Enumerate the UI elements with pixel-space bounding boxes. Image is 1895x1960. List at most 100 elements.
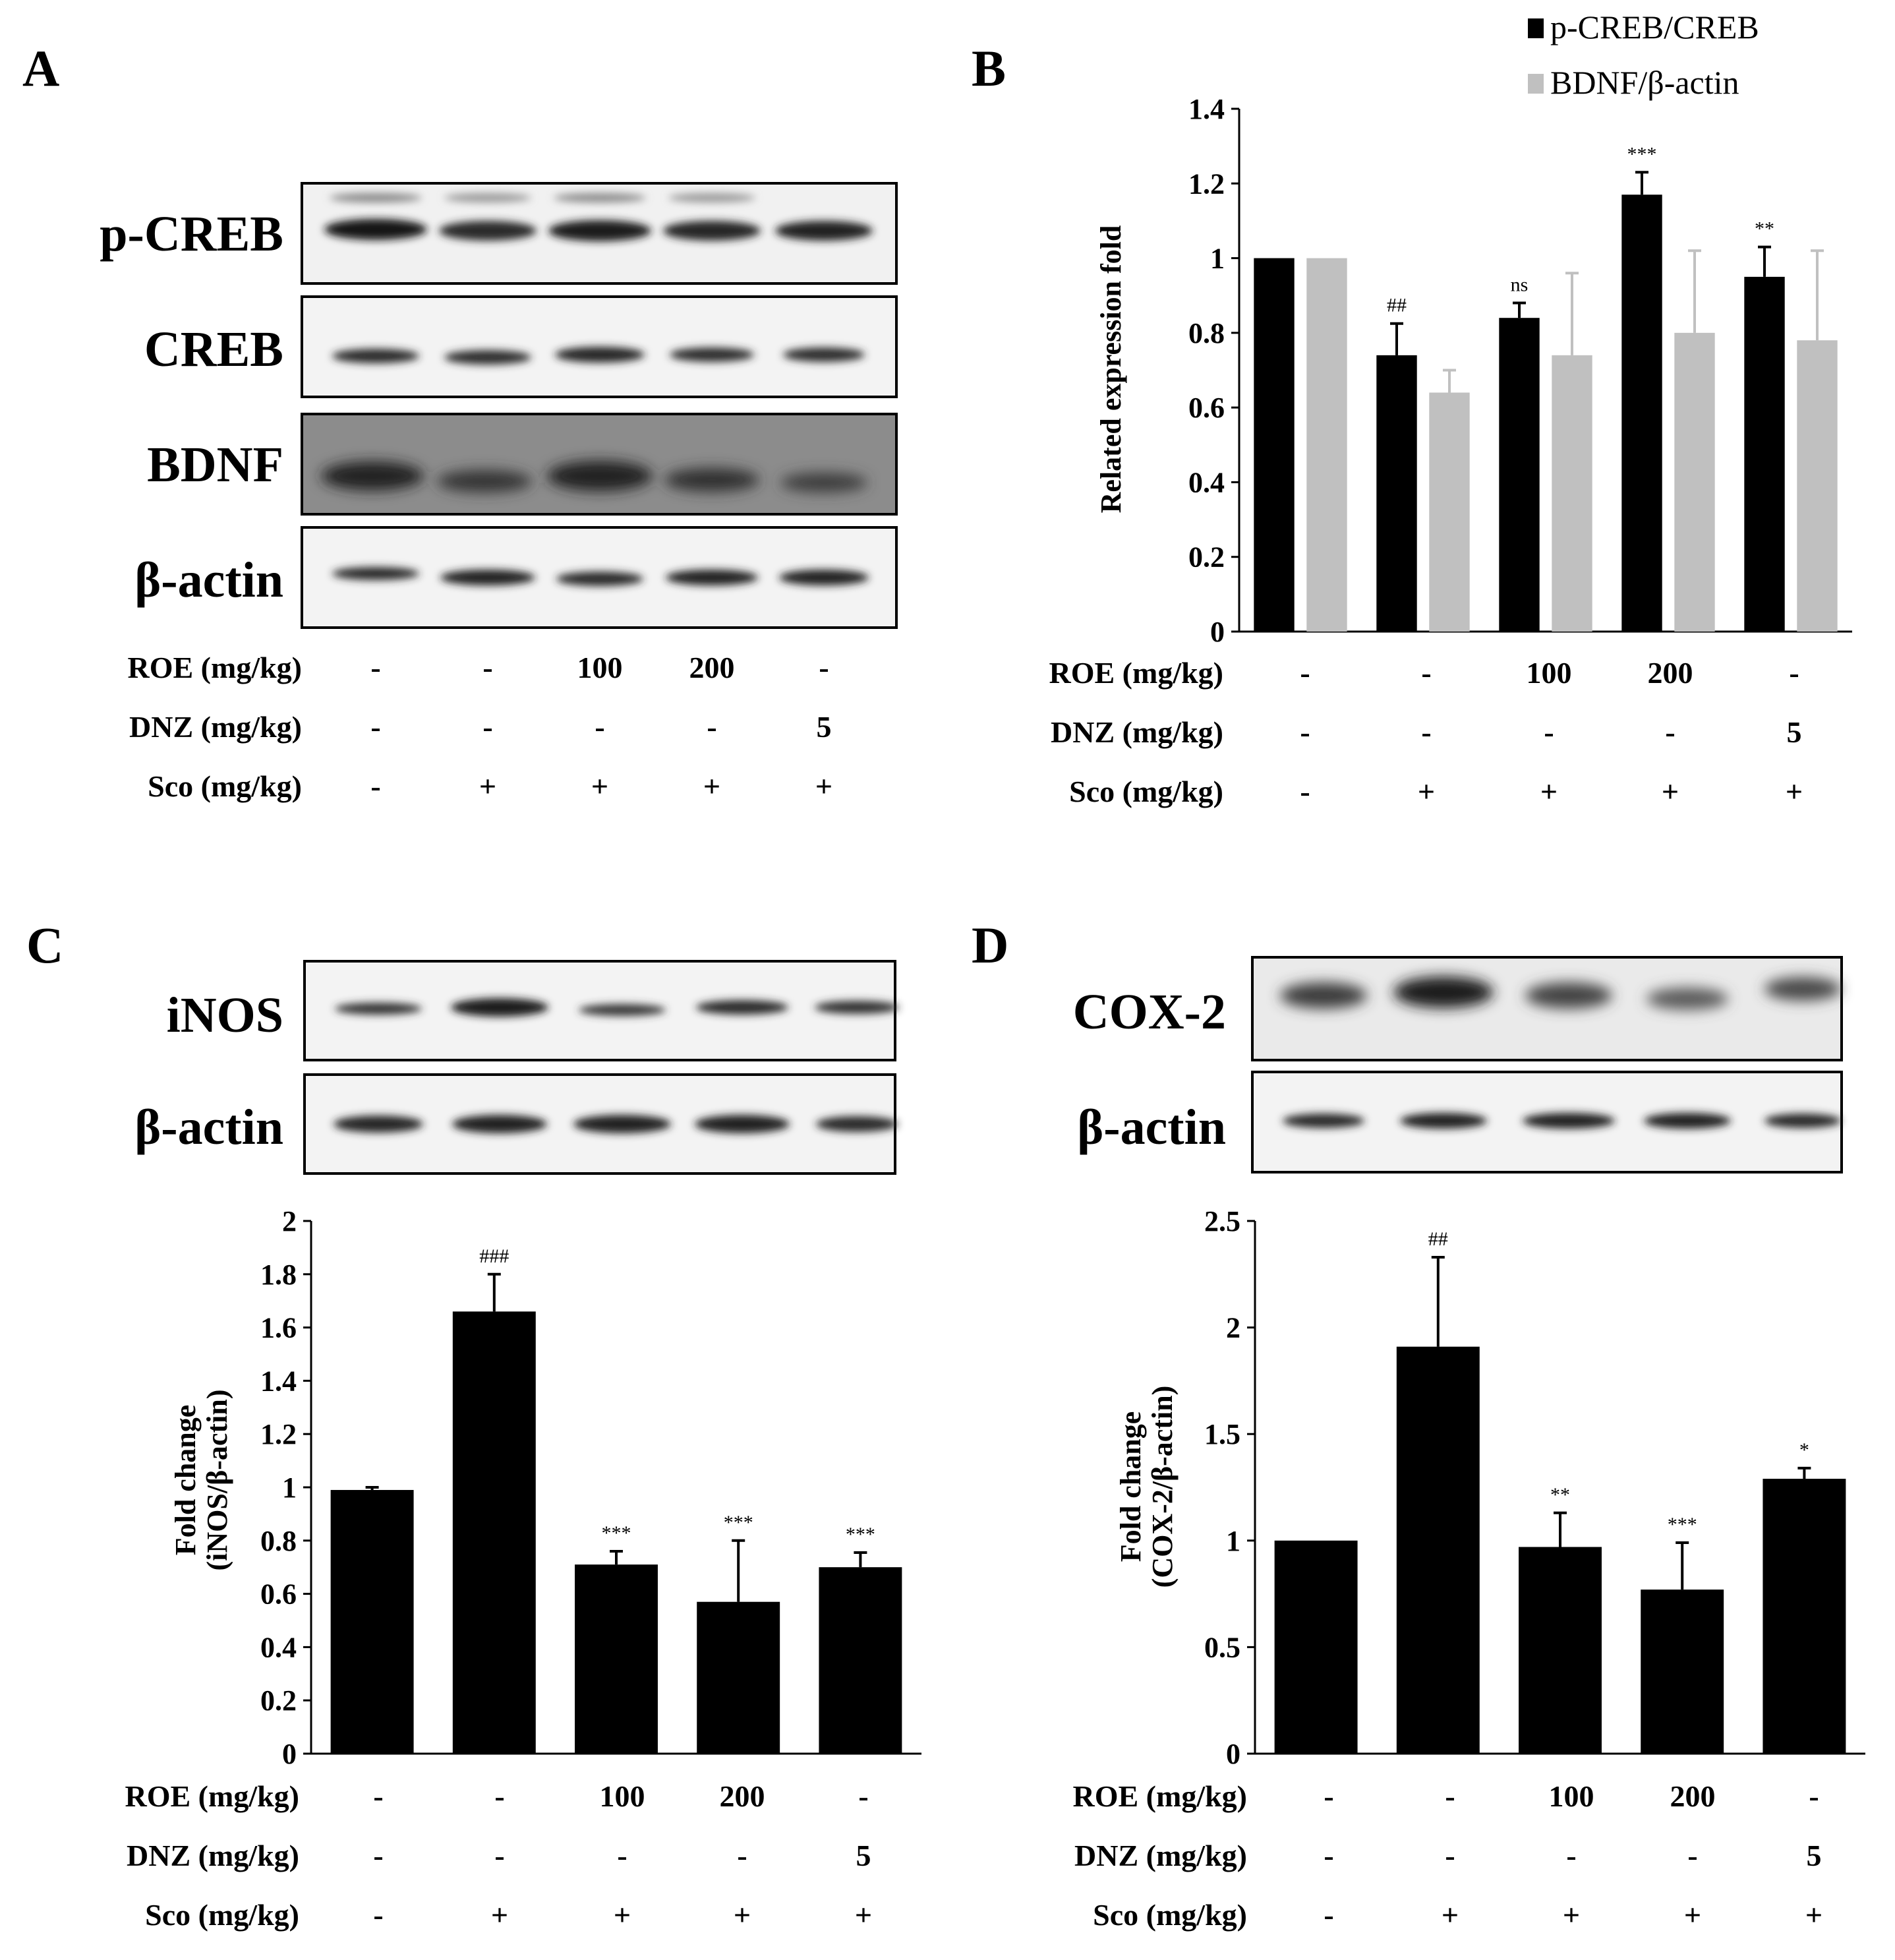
condition-value: - <box>494 1779 504 1813</box>
y-tick-label: 0.2 <box>260 1684 297 1717</box>
condition-value: - <box>1324 1839 1333 1872</box>
blot-bands-bdnf <box>321 461 867 492</box>
panel-letter-b: B <box>972 40 1006 97</box>
y-tick-label: 0 <box>1226 1738 1240 1770</box>
condition-value: 100 <box>577 651 623 684</box>
blot-bands-actin-a <box>332 567 869 586</box>
y-tick-label: 1.6 <box>260 1312 297 1344</box>
blot-label-actin-d: β-actin <box>1077 1100 1226 1155</box>
y-tick-label: 0 <box>282 1738 297 1770</box>
bar <box>1306 258 1347 632</box>
bar <box>1376 355 1417 632</box>
chart-d: 0 0.5 1 1.5 2 2.5 Fold change(COX-2/β-actin) ##… <box>1115 1205 1865 1770</box>
cond-label-dnz-c: DNZ (mg/kg) <box>127 1839 299 1872</box>
bar <box>1797 340 1838 632</box>
y-tick-label: 2 <box>282 1205 297 1237</box>
condition-value: - <box>1665 715 1675 749</box>
condition-value: + <box>491 1898 508 1932</box>
condition-value: 100 <box>600 1779 645 1813</box>
condition-value: 200 <box>1670 1779 1716 1813</box>
condition-value: - <box>1445 1779 1455 1813</box>
condition-value: 5 <box>856 1839 871 1872</box>
panel-d-blots: COX-2 β-actin <box>1073 956 1843 1173</box>
significance-label: ns <box>1511 274 1529 296</box>
y-tick-label: 1 <box>1210 243 1225 275</box>
condition-value: 200 <box>689 651 735 684</box>
condition-value: + <box>614 1898 631 1932</box>
blot-bands-inos <box>335 998 899 1017</box>
condition-value: - <box>1789 656 1799 690</box>
bar <box>452 1311 536 1754</box>
cond-label-dnz-d: DNZ (mg/kg) <box>1074 1839 1247 1872</box>
y-tick-label: 0 <box>1210 616 1225 648</box>
significance-label: ## <box>1387 295 1407 316</box>
bar <box>1744 276 1785 632</box>
bar <box>1641 1589 1724 1754</box>
condition-value: + <box>1786 775 1803 808</box>
y-tick-label: 0.5 <box>1204 1631 1240 1663</box>
condition-value: + <box>815 769 832 803</box>
cond-values-a: - - 100 200 - - - - - 5 - + + + + <box>370 651 832 803</box>
y-axis-title: Fold change(COX-2/β-actin) <box>1115 1386 1179 1588</box>
condition-value: + <box>1662 775 1679 808</box>
condition-value: - <box>1421 715 1431 749</box>
blot-label-actin-a: β-actin <box>134 552 283 608</box>
cond-label-roe-b: ROE (mg/kg) <box>1049 656 1224 690</box>
bar <box>575 1564 658 1754</box>
condition-value: - <box>1566 1839 1576 1872</box>
condition-value: + <box>1805 1898 1822 1932</box>
condition-value: + <box>1418 775 1435 808</box>
condition-value: - <box>370 651 380 684</box>
y-tick-label: 1.8 <box>260 1259 297 1291</box>
blot-bands-actin-d <box>1283 1113 1841 1129</box>
cond-values-c: - - 100 200 - - - - - 5 - + + + + <box>373 1779 872 1932</box>
bar <box>1274 1540 1358 1754</box>
condition-value: + <box>1540 775 1558 808</box>
condition-value: + <box>479 769 496 803</box>
blot-bands-cox2 <box>1280 976 1841 1010</box>
significance-label: ### <box>479 1245 509 1267</box>
cond-label-sco-d: Sco (mg/kg) <box>1093 1898 1247 1932</box>
bar <box>330 1490 414 1754</box>
significance-label: *** <box>602 1522 631 1544</box>
bar <box>1552 355 1592 632</box>
y-tick-label: 0.6 <box>260 1578 297 1611</box>
cond-label-roe-c: ROE (mg/kg) <box>125 1779 300 1813</box>
bar <box>1621 194 1662 632</box>
blot-bands-actin-c <box>334 1115 898 1133</box>
cond-values-b: - - 100 200 - - - - - 5 - + + + + <box>1300 656 1803 808</box>
blot-label-creb: CREB <box>144 322 283 377</box>
legend-label: BDNF/β-actin <box>1550 64 1739 101</box>
condition-value: - <box>1687 1839 1697 1872</box>
condition-value: - <box>370 769 380 803</box>
y-tick-label: 1.5 <box>1204 1418 1240 1450</box>
significance-label: ** <box>1755 218 1774 240</box>
condition-value: + <box>855 1898 872 1932</box>
y-tick-label: 0.8 <box>1188 317 1225 349</box>
y-axis-title: Related expression fold <box>1095 225 1127 514</box>
condition-value: - <box>370 710 380 744</box>
bar <box>1763 1479 1846 1754</box>
panel-letter-a: A <box>22 40 59 97</box>
cond-label-sco-a: Sco (mg/kg) <box>148 769 302 803</box>
y-tick-label: 0.2 <box>1188 541 1225 574</box>
blot-bands-pcreb <box>324 193 873 241</box>
legend-b: p-CREB/CREB BDNF/β-actin <box>1528 9 1759 101</box>
blot-box-creb <box>301 295 898 398</box>
panel-letter-d: D <box>972 916 1008 974</box>
condition-value: 200 <box>720 1779 765 1813</box>
significance-label: *** <box>1627 143 1657 165</box>
y-tick-label: 1 <box>282 1471 297 1504</box>
y-tick-label: 2 <box>1226 1312 1240 1344</box>
condition-value: - <box>1300 775 1310 808</box>
panel-letter-c: C <box>26 916 63 974</box>
cond-label-dnz-b: DNZ (mg/kg) <box>1051 715 1223 749</box>
condition-value: 5 <box>1787 715 1802 749</box>
cond-label-sco-c: Sco (mg/kg) <box>145 1898 299 1932</box>
conditions-b: ROE (mg/kg) DNZ (mg/kg) Sco (mg/kg) - - 10… <box>1049 656 1803 808</box>
condition-value: - <box>595 710 604 744</box>
y-tick-label: 0.4 <box>260 1631 297 1663</box>
significance-label: *** <box>724 1512 753 1533</box>
blot-bands-creb <box>332 347 865 365</box>
panel-c-blots: iNOS β-actin <box>134 960 899 1175</box>
